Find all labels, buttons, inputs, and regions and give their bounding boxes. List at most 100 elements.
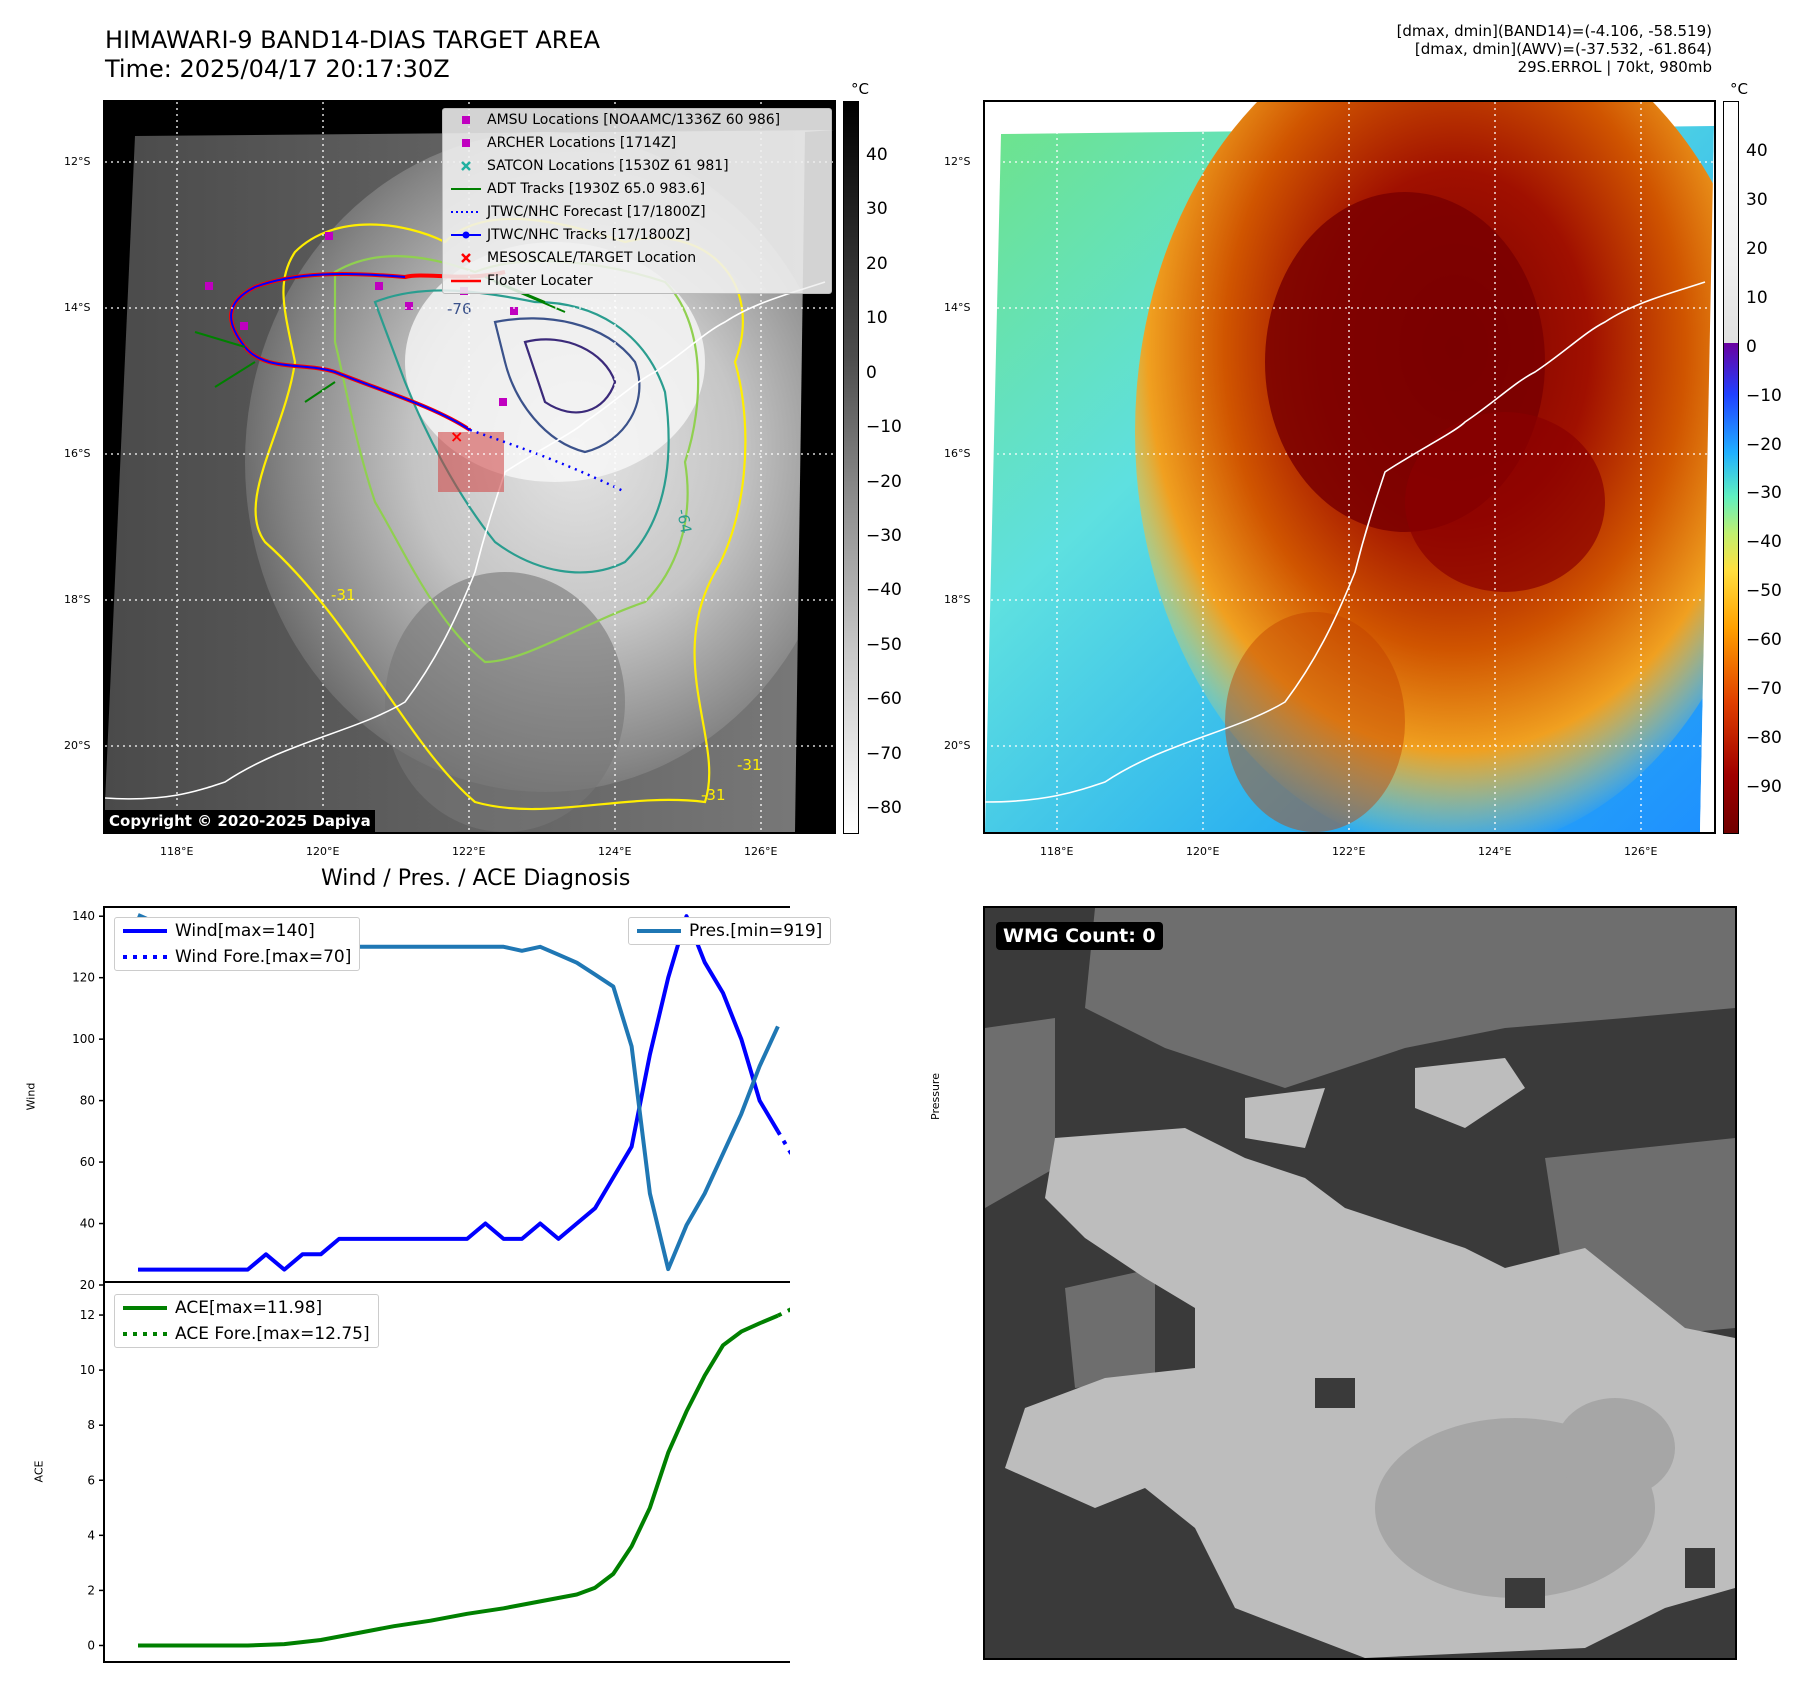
colorbar-tick-label: 20 xyxy=(1746,238,1768,259)
lat-label: 20°S xyxy=(944,739,971,752)
legend-item-satcon: SATCON Locations [1530Z 61 981] xyxy=(443,155,831,178)
ace-axis-label: ACE xyxy=(32,1460,46,1483)
colorbar-tick-label: 30 xyxy=(866,199,888,220)
colorbar-tick-label: −60 xyxy=(1746,630,1782,651)
lon-label: 124°E xyxy=(598,845,632,858)
legend-label: Wind[max=140] xyxy=(175,921,315,941)
pressure-axis-label: Pressure xyxy=(928,1073,942,1120)
colorbar-tick-label: 10 xyxy=(1746,287,1768,308)
colorbar-tick-label: 20 xyxy=(866,253,888,274)
lon-label: 118°E xyxy=(1040,845,1074,858)
colorbar-tick-label: 0 xyxy=(866,362,877,383)
target-box xyxy=(438,432,504,492)
line-icon xyxy=(635,918,683,944)
y-tick-label: 120 xyxy=(72,971,95,985)
legend-item-jtwc-tracks: JTWC/NHC Tracks [17/1800Z] xyxy=(443,224,831,247)
series-line xyxy=(138,914,780,1272)
band14-map-image: -76 -64 -31 -31 -31 × xyxy=(105,102,834,832)
storm-info: [dmax, dmin](BAND14)=(-4.106, -58.519) [… xyxy=(1397,22,1712,76)
y-tick-label: 10 xyxy=(80,1363,95,1377)
legend-item-ace: ACE[max=11.98] xyxy=(115,1295,378,1321)
colorbar-tick-label: −70 xyxy=(1746,679,1782,700)
lon-label: 124°E xyxy=(1478,845,1512,858)
y-tick-label: 0 xyxy=(87,1638,95,1652)
square-marker-icon xyxy=(451,109,481,132)
line-dot-icon xyxy=(451,224,481,247)
awv-map-panel xyxy=(983,100,1716,834)
wmg-count-badge: WMG Count: 0 xyxy=(996,922,1163,950)
y-tick-label: 4 xyxy=(87,1528,95,1542)
jtwc-forecast xyxy=(469,428,626,494)
copyright-label: Copyright © 2020-2025 Dapiya xyxy=(105,810,375,832)
lat-label: 12°S xyxy=(64,155,91,168)
y-tick-label: 100 xyxy=(72,1032,95,1046)
y-tick-label: 2 xyxy=(87,1583,95,1597)
colorbar-tick-label: −10 xyxy=(866,417,902,438)
lon-label: 120°E xyxy=(1186,845,1220,858)
pressure-legend: Pres.[min=919] xyxy=(628,917,832,945)
legend-label: Floater Locater xyxy=(487,273,593,289)
lat-label: 16°S xyxy=(944,447,971,460)
lat-label: 18°S xyxy=(944,593,971,606)
info-line-3: 29S.ERROL | 70kt, 980mb xyxy=(1517,58,1712,76)
contour-label: -76 xyxy=(447,300,472,318)
lon-label: 120°E xyxy=(306,845,340,858)
awv-colorbar xyxy=(1723,101,1739,834)
contour-label: -31 xyxy=(701,786,726,804)
colorbar-tick-label: −80 xyxy=(1746,728,1782,749)
contour-label: -31 xyxy=(331,586,356,604)
contour-label: -31 xyxy=(737,756,762,774)
colorbar-tick-label: −10 xyxy=(1746,385,1782,406)
info-line-1: [dmax, dmin](BAND14)=(-4.106, -58.519) xyxy=(1396,22,1712,40)
colorbar-tick-label: −50 xyxy=(1746,581,1782,602)
map-legend: AMSU Locations [NOAAMC/1336Z 60 986] ARC… xyxy=(442,108,832,294)
coastline xyxy=(985,281,1706,803)
colorbar-tick-label: 40 xyxy=(866,145,888,165)
legend-label: MESOSCALE/TARGET Location xyxy=(487,250,697,266)
figure-title: HIMAWARI-9 BAND14-DIAS TARGET AREA Time:… xyxy=(105,26,600,84)
legend-label: ACE Fore.[max=12.75] xyxy=(175,1324,370,1344)
lat-label: 18°S xyxy=(64,593,91,606)
colorbar-tick-label: −30 xyxy=(866,525,902,546)
lat-label: 12°S xyxy=(944,155,971,168)
colorbar-tick-label: −30 xyxy=(1746,483,1782,504)
dotted-line-icon xyxy=(121,944,169,970)
x-marker-icon xyxy=(451,155,481,178)
lon-label: 118°E xyxy=(160,845,194,858)
colorbar-tick-label: −80 xyxy=(866,798,902,818)
legend-item-jtwc-forecast: JTWC/NHC Forecast [17/1800Z] xyxy=(443,201,831,224)
line-icon xyxy=(451,178,481,201)
band14-colorbar-unit: °C xyxy=(851,80,869,98)
lat-label: 16°S xyxy=(64,447,91,460)
diagnosis-title: Wind / Pres. / ACE Diagnosis xyxy=(321,866,631,891)
wind-axis-label: Wind xyxy=(24,1082,38,1111)
colorbar-tick-label: −60 xyxy=(866,689,902,710)
wind-legend: Wind[max=140] Wind Fore.[max=70] xyxy=(114,917,361,971)
awv-colorbar-unit: °C xyxy=(1730,80,1748,98)
dotted-line-icon xyxy=(121,1321,169,1347)
line-icon xyxy=(451,270,481,293)
dotted-line-icon xyxy=(451,201,481,224)
lat-label: 20°S xyxy=(64,739,91,752)
legend-item-adt: ADT Tracks [1930Z 65.0 983.6] xyxy=(443,178,831,201)
legend-label: ADT Tracks [1930Z 65.0 983.6] xyxy=(487,181,706,197)
colorbar-tick-label: −90 xyxy=(1746,777,1782,797)
legend-item-ace-forecast: ACE Fore.[max=12.75] xyxy=(115,1321,378,1347)
legend-label: Wind Fore.[max=70] xyxy=(175,947,352,967)
ace-legend: ACE[max=11.98] ACE Fore.[max=12.75] xyxy=(114,1294,379,1348)
legend-label: AMSU Locations [NOAAMC/1336Z 60 986] xyxy=(487,112,781,128)
y-tick-label: 140 xyxy=(72,909,95,923)
y-tick-label: 60 xyxy=(80,1155,95,1169)
colorbar-tick-label: 30 xyxy=(1746,189,1768,210)
legend-label: Pres.[min=919] xyxy=(689,921,823,941)
info-line-2: [dmax, dmin](AWV)=(-37.532, -61.864) xyxy=(1414,40,1712,58)
title-line-1: HIMAWARI-9 BAND14-DIAS TARGET AREA xyxy=(105,26,601,54)
y-tick-label: 6 xyxy=(87,1473,95,1487)
map-grid xyxy=(985,102,1714,832)
legend-item-wind-forecast: Wind Fore.[max=70] xyxy=(115,944,359,970)
title-line-2: Time: 2025/04/17 20:17:30Z xyxy=(105,55,450,83)
lat-label: 14°S xyxy=(944,301,971,314)
colorbar-tick-label: −20 xyxy=(1746,434,1782,455)
legend-item-floater: Floater Locater xyxy=(443,270,831,293)
legend-item-amsu: AMSU Locations [NOAAMC/1336Z 60 986] xyxy=(443,109,831,132)
